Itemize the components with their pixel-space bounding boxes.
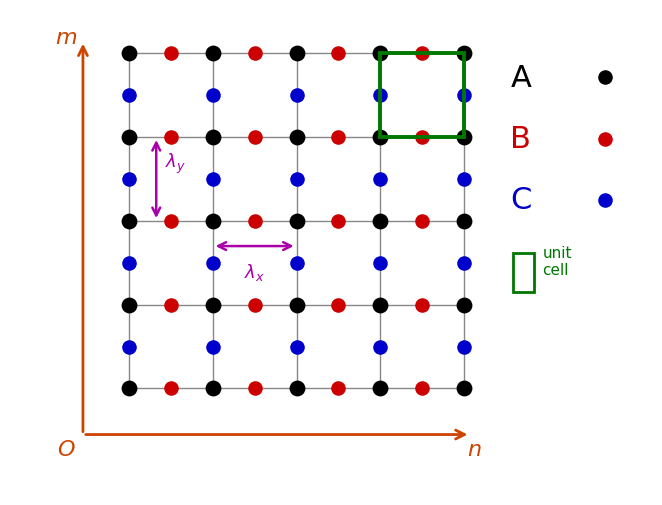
Point: [333, 50, 344, 59]
Point: [375, 385, 385, 393]
Point: [600, 74, 610, 82]
Point: [375, 259, 385, 267]
Point: [375, 134, 385, 142]
Point: [166, 50, 176, 59]
Point: [459, 343, 469, 351]
Point: [124, 259, 134, 267]
Text: O: O: [57, 439, 75, 459]
Point: [250, 301, 260, 309]
Point: [417, 385, 428, 393]
Point: [166, 385, 176, 393]
Point: [207, 259, 218, 267]
Point: [207, 385, 218, 393]
Point: [375, 218, 385, 226]
Point: [459, 134, 469, 142]
Point: [375, 50, 385, 59]
Point: [250, 385, 260, 393]
Text: C: C: [510, 186, 532, 215]
Point: [124, 134, 134, 142]
Point: [459, 50, 469, 59]
Point: [417, 218, 428, 226]
Point: [207, 134, 218, 142]
Point: [207, 343, 218, 351]
Point: [333, 218, 344, 226]
Point: [600, 196, 610, 205]
Point: [166, 218, 176, 226]
Text: m: m: [55, 28, 77, 47]
Bar: [380, 55, 464, 138]
Text: B: B: [510, 125, 532, 154]
Point: [600, 135, 610, 143]
Point: [333, 134, 344, 142]
Point: [333, 301, 344, 309]
Point: [250, 218, 260, 226]
Text: $\lambda_x$: $\lambda_x$: [244, 261, 265, 282]
Text: $\lambda_y$: $\lambda_y$: [165, 152, 185, 176]
Point: [124, 218, 134, 226]
Point: [291, 134, 302, 142]
Point: [207, 92, 218, 100]
Point: [207, 176, 218, 184]
Point: [124, 343, 134, 351]
Point: [375, 176, 385, 184]
Point: [291, 259, 302, 267]
Point: [291, 92, 302, 100]
Point: [291, 218, 302, 226]
Point: [291, 301, 302, 309]
Point: [417, 301, 428, 309]
Point: [124, 176, 134, 184]
Point: [166, 134, 176, 142]
Point: [417, 134, 428, 142]
Point: [459, 385, 469, 393]
Point: [459, 92, 469, 100]
Point: [166, 301, 176, 309]
Point: [291, 176, 302, 184]
Point: [124, 385, 134, 393]
Text: unit
cell: unit cell: [542, 245, 572, 278]
Point: [250, 134, 260, 142]
Text: n: n: [467, 439, 482, 459]
Point: [291, 50, 302, 59]
Point: [291, 343, 302, 351]
Text: A: A: [510, 64, 532, 93]
Point: [459, 301, 469, 309]
Point: [207, 301, 218, 309]
Point: [375, 301, 385, 309]
Point: [459, 259, 469, 267]
Point: [124, 92, 134, 100]
Point: [207, 50, 218, 59]
Point: [250, 50, 260, 59]
Point: [291, 385, 302, 393]
Point: [375, 92, 385, 100]
Bar: [513, 253, 534, 292]
Point: [459, 218, 469, 226]
Point: [459, 176, 469, 184]
Point: [207, 218, 218, 226]
Point: [417, 50, 428, 59]
Point: [124, 50, 134, 59]
Point: [333, 385, 344, 393]
Point: [375, 343, 385, 351]
Point: [124, 301, 134, 309]
